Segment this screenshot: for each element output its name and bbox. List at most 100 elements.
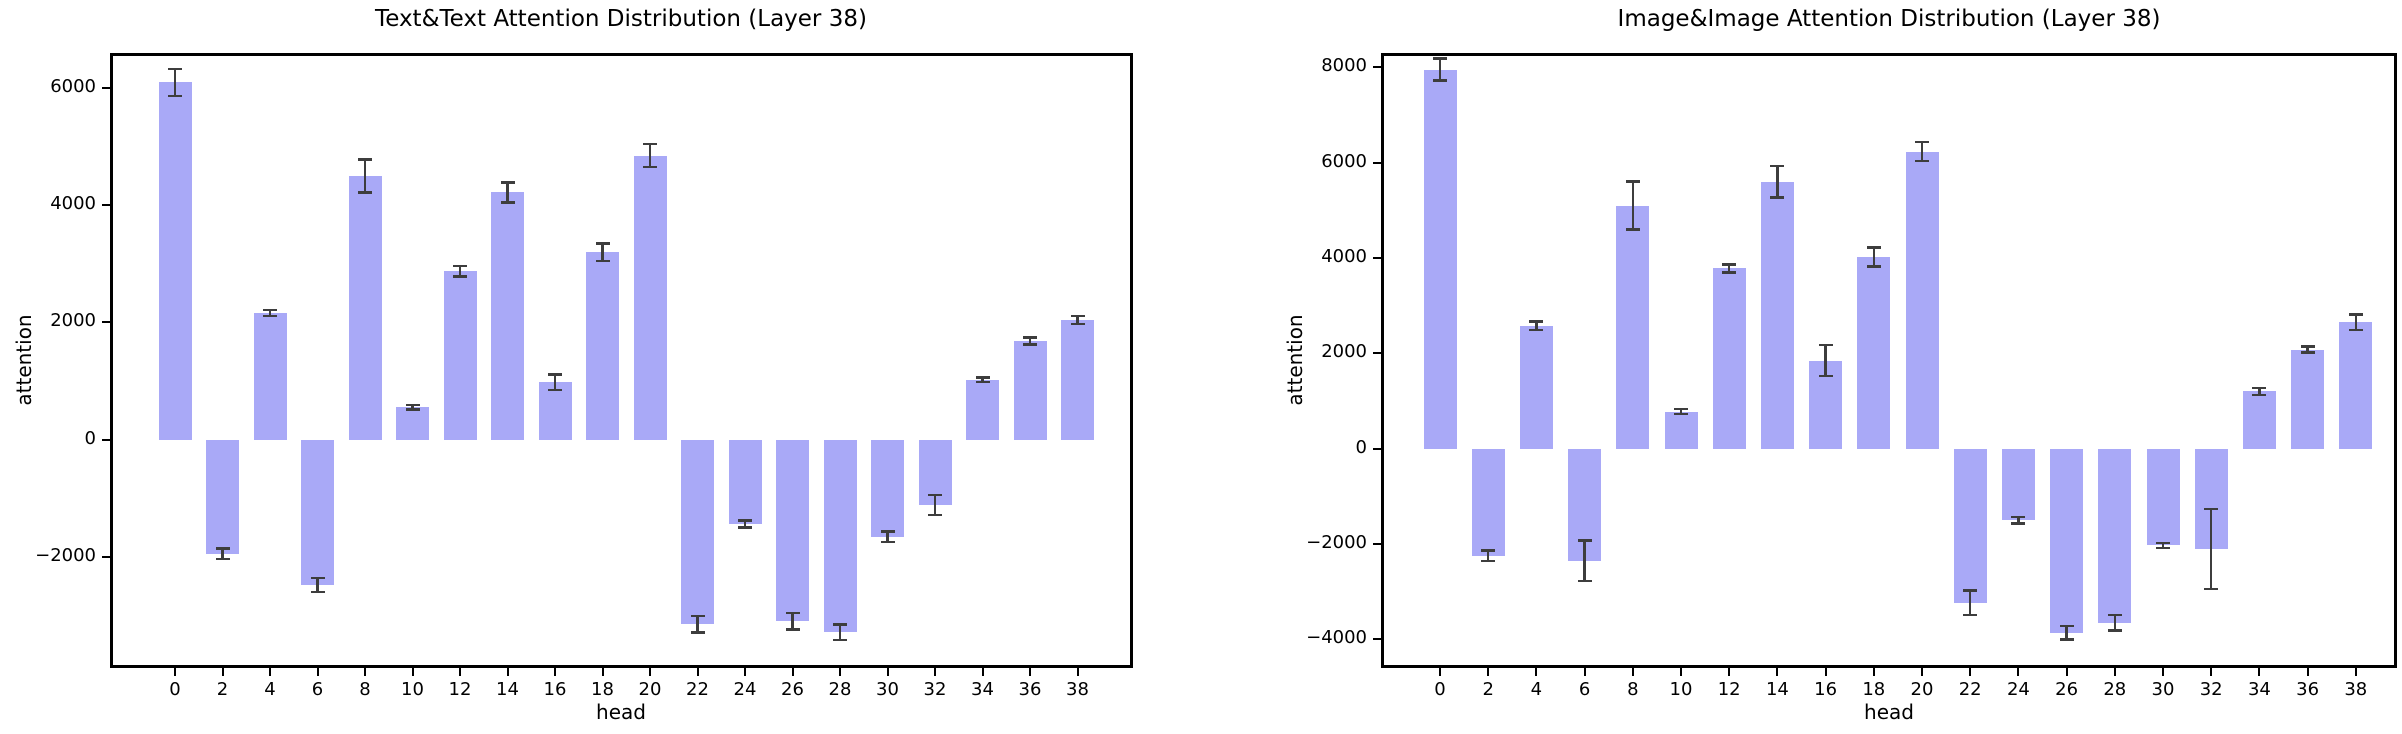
error-bar <box>268 310 272 316</box>
bar-head-20 <box>633 155 667 440</box>
y-tick-label: 0 <box>1355 436 1367 458</box>
x-tick-mark <box>1680 668 1682 676</box>
x-tick-label: 2 <box>1482 679 1494 700</box>
bar-head-10 <box>1664 411 1698 449</box>
error-bar-cap <box>1963 613 1978 617</box>
x-tick-label: 22 <box>1958 679 1982 700</box>
error-bar-cap <box>1529 320 1544 323</box>
error-bar <box>886 531 889 543</box>
x-tick-mark <box>2017 668 2020 676</box>
error-bar-cap <box>1433 79 1447 82</box>
x-tick-label: 20 <box>638 679 662 700</box>
bar-head-24 <box>2001 448 2035 521</box>
bar-head-14 <box>1760 181 1794 449</box>
error-bar-cap <box>738 526 752 529</box>
y-tick-mark <box>1373 447 1381 450</box>
x-tick-mark <box>506 668 509 676</box>
chart-title: Text&Text Attention Distribution (Layer … <box>375 6 867 32</box>
x-tick-label: 38 <box>1066 679 1089 700</box>
x-tick-mark <box>1969 668 1972 676</box>
bar-head-0 <box>158 82 192 440</box>
error-bar <box>1438 58 1442 81</box>
error-bar <box>2113 615 2117 631</box>
bar-head-36 <box>1013 341 1047 440</box>
error-bar-cap <box>975 380 990 384</box>
bar-head-8 <box>1616 205 1650 449</box>
error-bar-cap <box>1625 180 1640 183</box>
bar-head-36 <box>2291 349 2325 449</box>
bar-head-26 <box>776 439 809 622</box>
bar-head-18 <box>1857 257 1891 449</box>
error-bar-cap <box>690 614 705 618</box>
error-bar-cap <box>1722 271 1737 274</box>
error-bar-cap <box>738 519 752 522</box>
y-tick-mark <box>1373 66 1381 69</box>
error-bar-cap <box>643 142 657 146</box>
error-bar-cap <box>880 530 895 533</box>
error-bar-cap <box>310 576 325 580</box>
error-bar <box>2161 543 2165 548</box>
x-tick-mark <box>886 668 889 676</box>
x-tick-mark <box>2210 668 2213 676</box>
error-bar-cap <box>263 314 277 318</box>
y-tick-mark <box>1373 257 1381 259</box>
bar-head-18 <box>586 252 619 440</box>
error-bar-cap <box>833 638 847 642</box>
error-bar-cap <box>2107 629 2122 632</box>
x-tick-mark <box>2258 668 2261 676</box>
x-tick-mark <box>1776 668 1779 676</box>
error-bar-cap <box>2300 345 2315 348</box>
x-tick-label: 8 <box>1627 679 1639 700</box>
x-tick-label: 12 <box>448 679 472 700</box>
bar-head-6 <box>301 439 334 585</box>
x-tick-label: 28 <box>828 679 852 700</box>
x-tick-mark <box>839 668 841 676</box>
error-bar-cap <box>1023 343 1037 346</box>
bar-head-34 <box>966 379 999 440</box>
error-bar-cap <box>1866 265 1881 268</box>
x-tick-label: 16 <box>543 679 567 700</box>
error-bar <box>458 266 462 277</box>
error-bar-cap <box>310 590 325 594</box>
x-tick-mark <box>411 668 414 676</box>
error-bar <box>838 624 842 640</box>
x-tick-mark <box>221 668 224 676</box>
x-tick-label: 10 <box>1669 679 1693 700</box>
error-bar-cap <box>358 191 372 194</box>
y-tick-mark <box>102 438 110 441</box>
y-tick-label: 6000 <box>1321 150 1367 172</box>
bar-head-12 <box>1712 268 1746 449</box>
y-tick-label: 6000 <box>50 76 96 98</box>
x-tick-label: 10 <box>401 679 424 700</box>
error-bar-cap <box>1070 314 1085 318</box>
bar-head-0 <box>1423 69 1457 449</box>
bar-head-14 <box>491 192 524 440</box>
x-tick-mark <box>934 668 936 676</box>
x-tick-label: 32 <box>923 679 947 700</box>
error-bar-cap <box>1963 589 1978 592</box>
y-tick-mark <box>102 555 110 558</box>
x-tick-mark <box>2113 668 2116 676</box>
x-tick-mark <box>1439 668 1441 676</box>
x-tick-label: 18 <box>591 679 614 700</box>
x-tick-mark <box>174 668 176 676</box>
error-bar <box>1535 321 1538 330</box>
bar-head-20 <box>1905 151 1939 449</box>
error-bar-cap <box>595 242 610 245</box>
error-bar-cap <box>2348 313 2363 316</box>
y-tick-label: 8000 <box>1321 55 1367 77</box>
error-bar-cap <box>2011 522 2026 525</box>
error-bar-cap <box>2059 638 2074 641</box>
bar-head-30 <box>2146 448 2180 546</box>
error-bar-cap <box>2107 613 2122 617</box>
bar-head-12 <box>443 271 477 440</box>
x-tick-mark <box>744 668 746 676</box>
error-bar-cap <box>928 513 942 517</box>
error-bar <box>1776 165 1779 198</box>
x-tick-label: 8 <box>359 679 371 700</box>
x-tick-label: 22 <box>686 679 709 700</box>
x-tick-label: 14 <box>1765 679 1789 700</box>
error-bar-cap <box>215 547 230 550</box>
x-tick-mark <box>981 668 984 676</box>
error-bar <box>2017 516 2020 524</box>
